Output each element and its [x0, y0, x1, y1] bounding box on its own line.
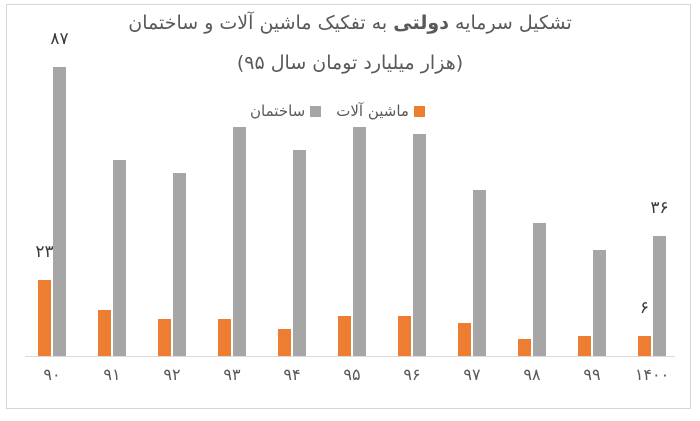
x-axis-label-10: ۱۴۰۰	[634, 365, 670, 384]
bar-machinery-1	[98, 310, 111, 356]
x-axis-label-3: ۹۳	[223, 365, 241, 384]
chart-title-pre: تشکیل سرمایه	[455, 12, 572, 34]
bar-construction-2	[173, 173, 186, 356]
bar-construction-9	[593, 250, 606, 356]
legend: ماشین آلات ساختمان	[0, 100, 675, 122]
x-axis-label-9: ۹۹	[583, 365, 601, 384]
bar-construction-10	[653, 236, 666, 356]
chart-title-post: به تفکیک ماشین آلات و ساختمان	[128, 12, 388, 34]
x-axis-label-4: ۹۴	[283, 365, 301, 384]
bar-machinery-6	[398, 316, 411, 356]
bar-machinery-4	[278, 329, 291, 356]
chart-title-bold: دولتی	[393, 12, 449, 34]
bar-machinery-8	[518, 339, 531, 356]
bar-construction-8	[533, 223, 546, 356]
x-axis-label-5: ۹۵	[343, 365, 361, 384]
bar-machinery-0	[38, 280, 51, 356]
bar-machinery-5	[338, 316, 351, 356]
data-label-machinery-10: ۶	[639, 298, 650, 318]
bar-machinery-9	[578, 336, 591, 356]
legend-label-machinery: ماشین آلات	[336, 102, 409, 120]
bar-construction-4	[293, 150, 306, 356]
bar-construction-0	[53, 67, 66, 356]
x-axis-label-7: ۹۷	[463, 365, 481, 384]
bar-machinery-2	[158, 319, 171, 356]
chart-title: تشکیل سرمایه دولتی به تفکیک ماشین آلات و…	[0, 12, 700, 34]
data-label-machinery-0: ۲۳	[35, 242, 54, 262]
data-label-construction-10: ۳۶	[650, 198, 669, 218]
x-axis-label-1: ۹۱	[103, 365, 121, 384]
chart-subtitle: (هزار میلیارد تومان سال ۹۵)	[236, 52, 464, 74]
legend-item-machinery: ماشین آلات	[336, 102, 425, 120]
chart-frame	[6, 4, 691, 409]
x-axis-label-6: ۹۶	[403, 365, 421, 384]
bar-machinery-10	[638, 336, 651, 356]
legend-item-construction: ساختمان	[250, 102, 322, 120]
bar-construction-5	[353, 127, 366, 356]
data-label-construction-0: ۸۷	[50, 29, 69, 49]
legend-swatch-machinery-icon	[413, 105, 425, 117]
legend-label-construction: ساختمان	[250, 102, 306, 120]
bar-construction-6	[413, 134, 426, 356]
bar-machinery-7	[458, 323, 471, 356]
bar-construction-3	[233, 127, 246, 356]
bar-construction-1	[113, 160, 126, 356]
x-axis-label-8: ۹۸	[523, 365, 541, 384]
x-axis-label-0: ۹۰	[43, 365, 61, 384]
bar-machinery-3	[218, 319, 231, 356]
legend-swatch-construction-icon	[310, 105, 322, 117]
bar-construction-7	[473, 190, 486, 356]
x-axis-label-2: ۹۲	[163, 365, 181, 384]
x-axis-line	[25, 356, 675, 357]
